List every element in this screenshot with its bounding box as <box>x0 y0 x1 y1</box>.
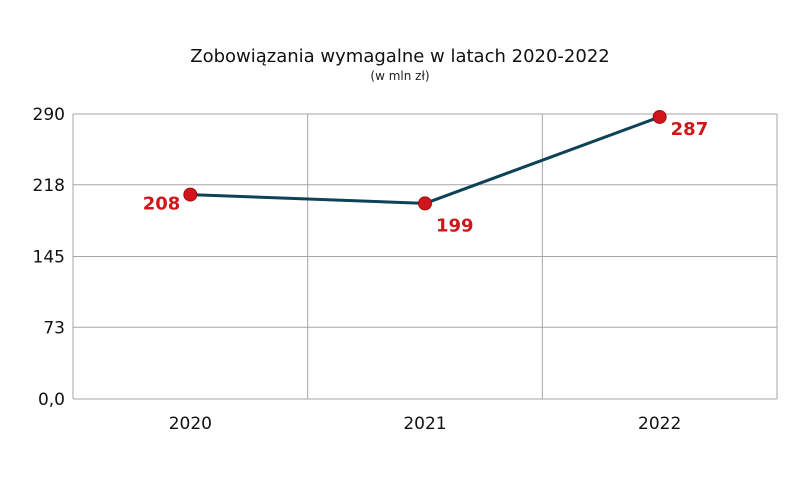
data-label: 199 <box>436 215 474 236</box>
x-tick-label: 2021 <box>403 414 446 434</box>
data-label: 287 <box>671 119 709 140</box>
chart-title: Zobowiązania wymagalne w latach 2020-202… <box>190 46 609 67</box>
y-tick-label: 218 <box>33 176 65 196</box>
data-point <box>652 109 667 124</box>
data-labels: 208 199 287 <box>143 119 708 236</box>
data-point <box>418 196 432 211</box>
series-line <box>190 115 661 205</box>
y-axis-ticks: 0,0 73 145 218 290 <box>33 105 65 410</box>
y-tick-label: 0,0 <box>38 390 65 410</box>
x-tick-label: 2020 <box>169 414 212 434</box>
y-tick-label: 145 <box>33 248 65 268</box>
y-tick-label: 73 <box>43 318 65 338</box>
y-tick-label: 290 <box>33 105 65 125</box>
data-label: 208 <box>143 194 181 215</box>
x-tick-label: 2022 <box>638 414 681 434</box>
series <box>183 109 667 211</box>
grid <box>72 113 778 400</box>
data-point <box>183 187 198 202</box>
x-axis-ticks: 2020 2021 2022 <box>169 414 682 434</box>
chart-subtitle: (w mln zł) <box>370 69 429 83</box>
